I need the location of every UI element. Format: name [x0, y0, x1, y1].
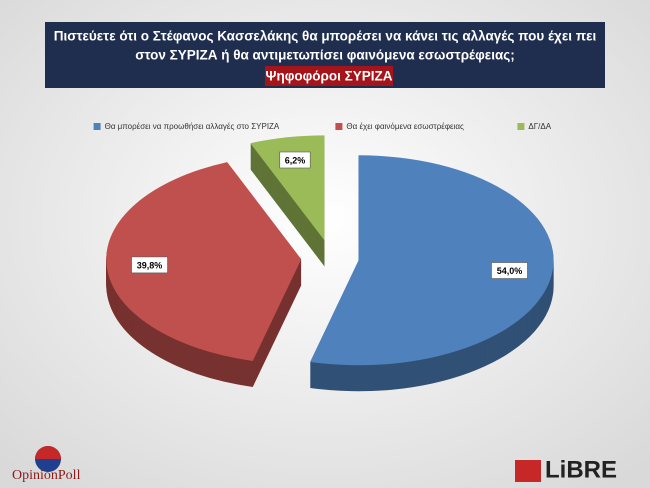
- subtitle: Ψηφοφόροι ΣΥΡΙΖΑ: [266, 69, 393, 84]
- value-label-box: [279, 151, 311, 169]
- legend-label: ΔΓ/ΔΑ: [528, 122, 551, 131]
- pie-tops: [106, 135, 554, 366]
- legend-swatch: [335, 123, 343, 130]
- logo-text: OpinionPoll: [12, 468, 81, 483]
- slice: [106, 162, 302, 361]
- legend-swatch: [93, 123, 101, 130]
- legend-label: Θα μπορέσει να προωθήσει αλλαγές στο ΣΥΡ…: [105, 122, 280, 131]
- title-line: στον ΣΥΡΙΖΑ ή θα αντιμετωπίσει φαινόμενα…: [135, 48, 515, 63]
- value-label: 6,2%: [285, 155, 306, 165]
- value-labels: 54,0% 39,8% 6,2%: [131, 151, 528, 279]
- logo-icon: [515, 460, 541, 482]
- value-label: 54,0%: [497, 266, 523, 276]
- legend-label: Θα έχει φαινόμενα εσωστρέφειας: [346, 122, 464, 131]
- slice: [310, 155, 554, 366]
- value-label-box: [131, 256, 168, 274]
- logo-icon: [35, 446, 61, 459]
- value-label-box: [491, 262, 528, 279]
- title-line: Πιστεύετε ότι ο Στέφανος Κασσελάκης θα μ…: [54, 29, 597, 44]
- logo-text: LiBRE: [545, 456, 617, 483]
- legend: Θα μπορέσει να προωθήσει αλλαγές στο ΣΥΡ…: [93, 122, 552, 131]
- legend-swatch: [517, 123, 525, 130]
- value-label: 39,8%: [137, 260, 163, 270]
- subtitle-box: [265, 66, 393, 86]
